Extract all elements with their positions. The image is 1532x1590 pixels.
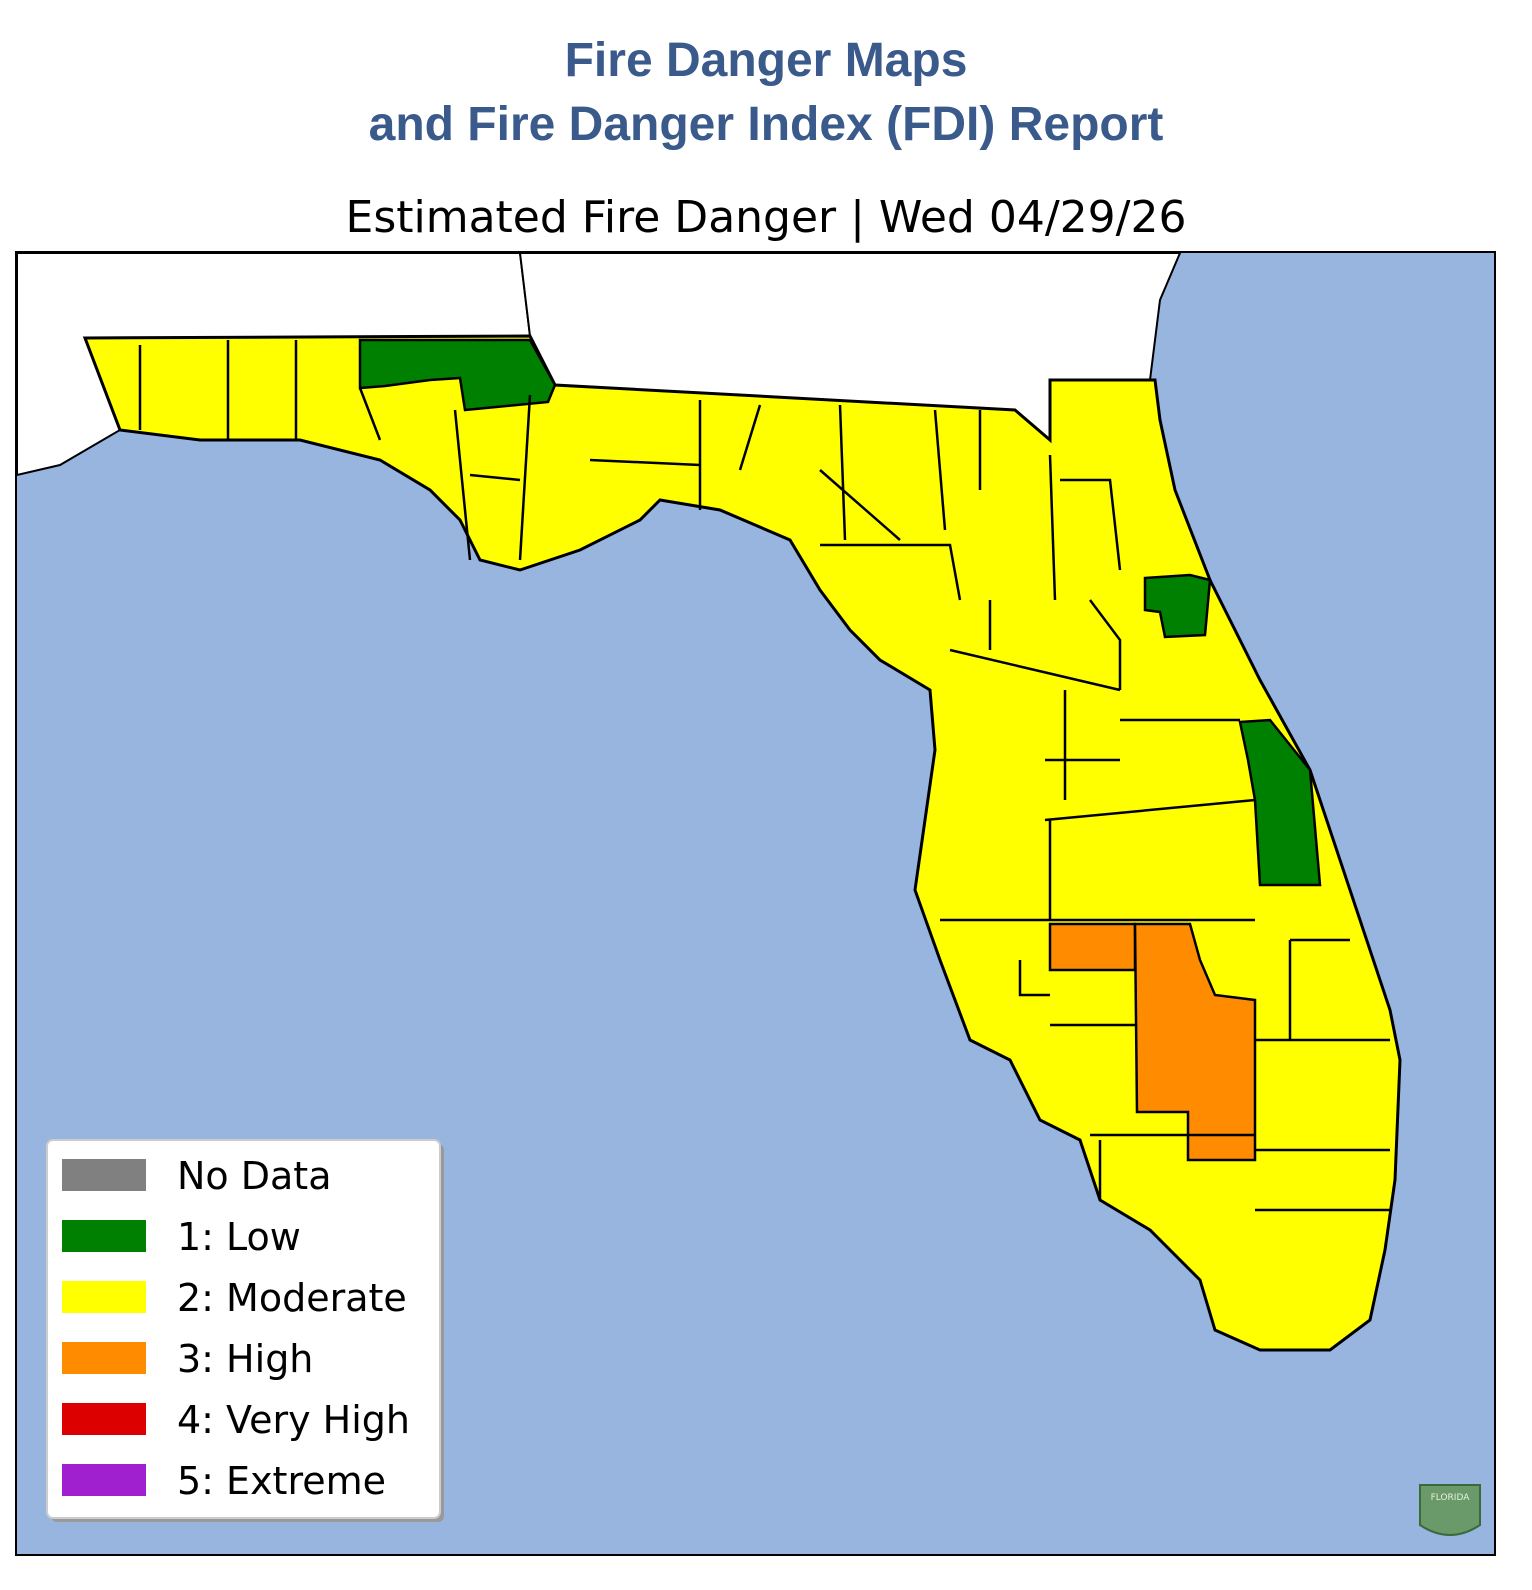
legend-label: 4: Very High [177, 1398, 410, 1442]
logo-text: FLORIDA [1431, 1493, 1471, 1503]
high-county [1048, 922, 1137, 972]
legend-swatch [62, 1159, 146, 1191]
legend-swatch [62, 1342, 146, 1374]
legend: No Data 1: Low 2: Moderate 3: High 4: Very H… [46, 1139, 444, 1522]
county-lines [138, 340, 1390, 1212]
high-county [1133, 922, 1257, 1162]
title: and Fire Danger Index (FDI) Report [369, 98, 1164, 151]
low-county [358, 338, 557, 412]
legend-label: 5: Extreme [177, 1459, 386, 1503]
legend-swatch [62, 1220, 146, 1252]
legend-label: No Data [177, 1154, 332, 1198]
logo-badge [1419, 1484, 1481, 1536]
legend-label: 3: High [177, 1337, 313, 1381]
map-subtitle: Estimated Fire Danger | Wed 04/29/26 [346, 192, 1187, 243]
florida [82, 334, 1402, 1352]
legend-swatch [62, 1281, 146, 1313]
low-county [1143, 573, 1212, 639]
legend-swatch [62, 1403, 146, 1435]
legend-swatch [62, 1464, 146, 1496]
logo: FLORIDA [1419, 1484, 1481, 1536]
legend-label: 1: Low [177, 1215, 301, 1259]
title: Fire Danger Maps [565, 34, 968, 87]
legend-label: 2: Moderate [177, 1276, 407, 1320]
low-county [1238, 718, 1322, 887]
